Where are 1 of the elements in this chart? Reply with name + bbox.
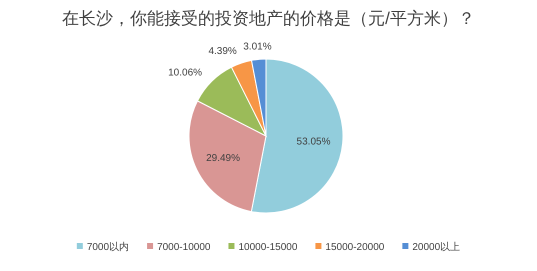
title: 在长沙，你能接受的投资地产的价格是（元/平方米）？ — [62, 9, 475, 28]
